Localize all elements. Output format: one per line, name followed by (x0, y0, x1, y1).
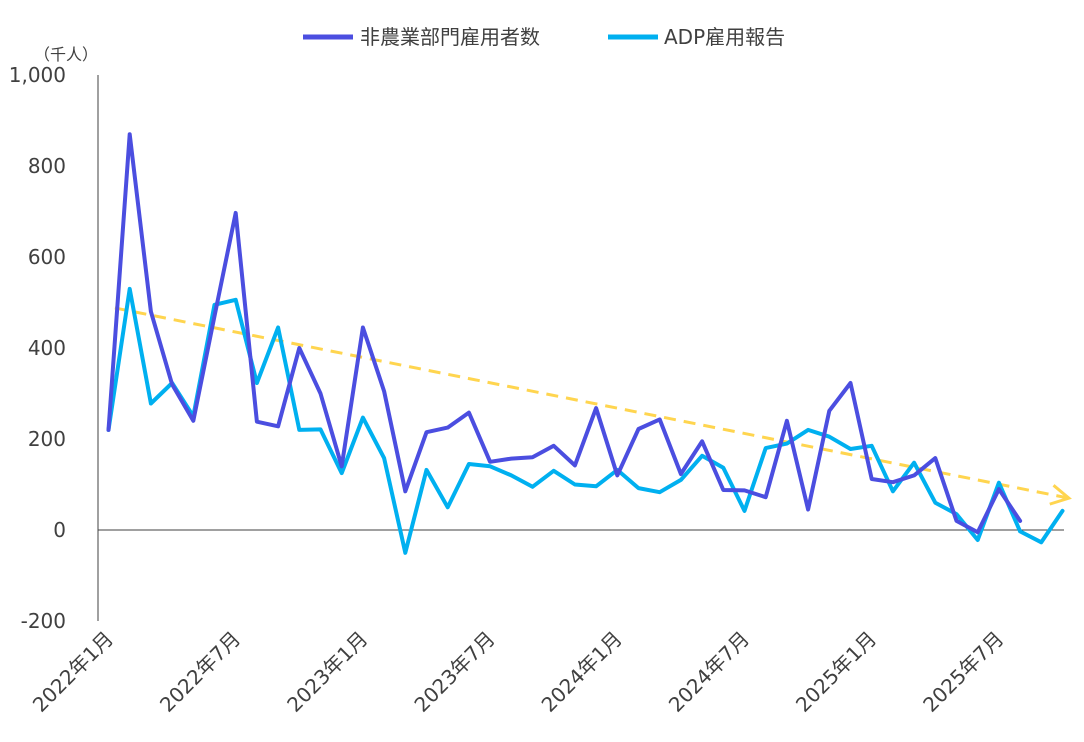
y-tick-label: 200 (28, 427, 66, 451)
y-tick-label: 1,000 (9, 63, 66, 87)
trend-line (114, 306, 1070, 500)
x-tick-label: 2023年1月 (282, 627, 372, 717)
legend-label-adp: ADP雇用報告 (664, 25, 785, 49)
y-tick-label: 400 (28, 336, 66, 360)
series-lines (106, 132, 1065, 555)
y-tick-labels: 1,000 800 600 400 200 0 -200 (9, 63, 66, 633)
y-tick-label: -200 (21, 609, 66, 633)
y-tick-label: 800 (28, 154, 66, 178)
x-tick-label: 2022年7月 (155, 627, 245, 717)
trend-arrow (114, 306, 1072, 506)
x-tick-label: 2024年7月 (664, 627, 754, 717)
y-tick-label: 600 (28, 245, 66, 269)
legend: 非農業部門雇用者数 ADP雇用報告 (303, 25, 785, 49)
x-tick-label: 2023年7月 (409, 627, 499, 717)
y-tick-label: 0 (53, 518, 66, 542)
series-line-nfp (106, 132, 1023, 535)
legend-label-nfp: 非農業部門雇用者数 (360, 25, 540, 49)
y-axis-unit-label: （千人） (34, 45, 98, 64)
trend-arrowhead (1049, 484, 1072, 506)
x-tick-label: 2025年1月 (791, 627, 881, 717)
series-line-adp (106, 286, 1065, 555)
x-tick-label: 2024年1月 (537, 627, 627, 717)
x-tick-labels: 2022年1月 2022年7月 2023年1月 2023年7月 2024年1月 2024年… (28, 627, 1009, 717)
x-tick-label: 2022年1月 (28, 627, 118, 717)
x-tick-label: 2025年7月 (918, 627, 1008, 717)
